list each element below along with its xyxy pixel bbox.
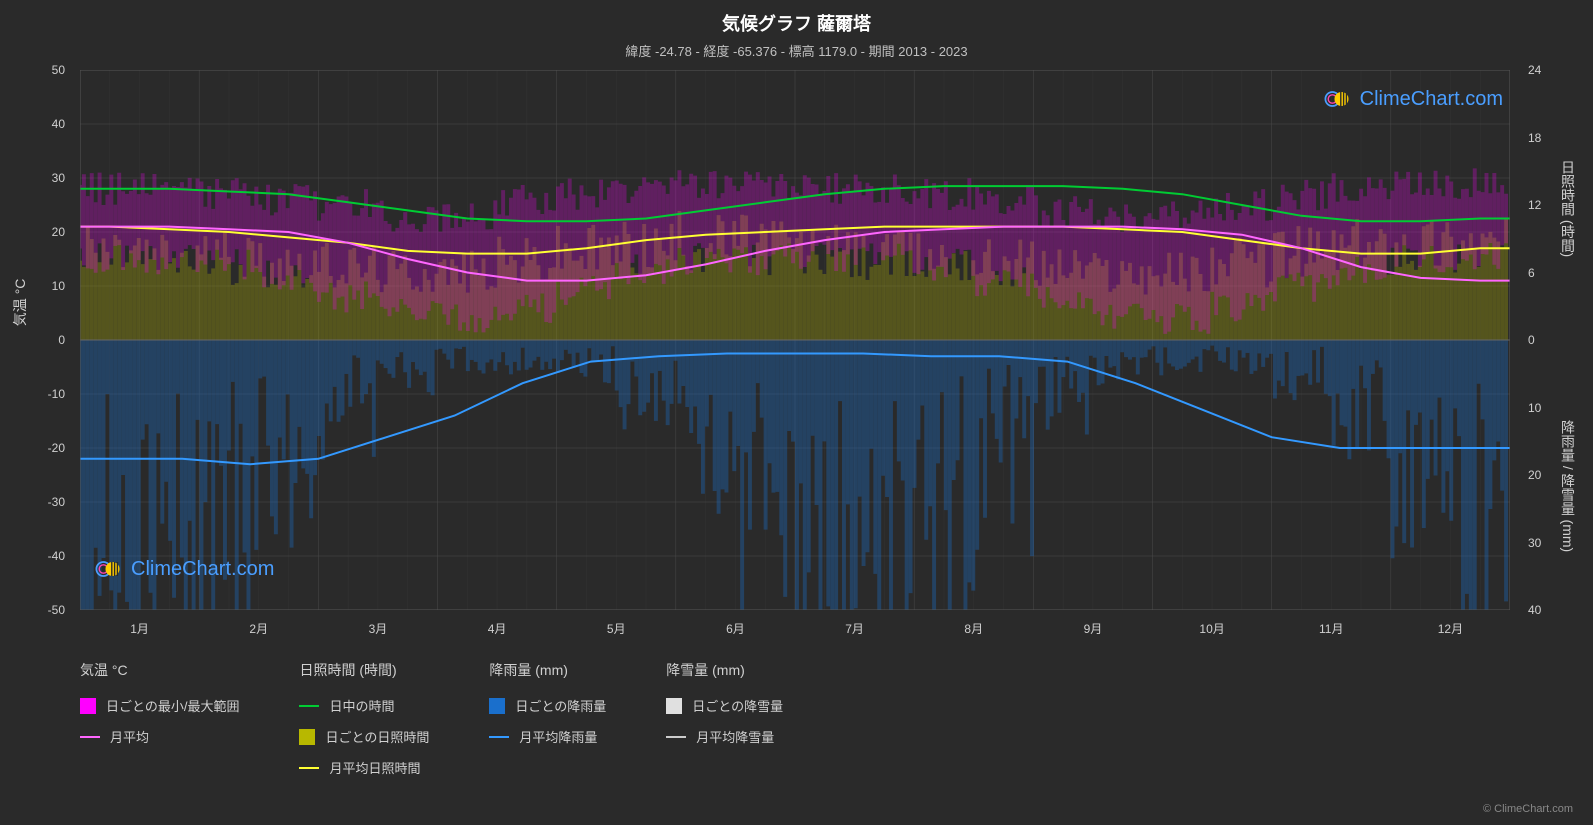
y-axis-left: -50-40-30-20-1001020304050 (0, 70, 75, 610)
x-tick: 3月 (369, 620, 388, 637)
legend-label: 日中の時間 (329, 696, 394, 715)
y-tick-right: 12 (1528, 198, 1541, 212)
y-tick-left: 20 (52, 225, 65, 239)
legend-item: 月平均日照時間 (299, 758, 429, 777)
legend-group-title: 日照時間 (時間) (299, 660, 429, 680)
y-tick-left: 50 (52, 63, 65, 77)
legend-group: 気温 °C 日ごとの最小/最大範囲月平均 (80, 660, 239, 777)
y-tick-right: 18 (1528, 131, 1541, 145)
chart-subtitle: 緯度 -24.78 - 経度 -65.376 - 標高 1179.0 - 期間 … (0, 36, 1593, 60)
watermark-text: ClimeChart.com (1360, 88, 1503, 111)
watermark-text: ClimeChart.com (131, 558, 274, 581)
y-tick-left: 30 (52, 171, 65, 185)
legend-item: 日ごとの降雨量 (489, 696, 606, 715)
legend-label: 月平均 (110, 727, 149, 746)
y-tick-left: -40 (48, 549, 65, 563)
legend-swatch (299, 729, 315, 745)
x-tick: 8月 (964, 620, 983, 637)
x-tick: 11月 (1319, 620, 1343, 637)
legend-line (489, 736, 509, 738)
climechart-logo-icon (95, 555, 123, 583)
legend-label: 月平均日照時間 (329, 758, 420, 777)
legend-item: 日ごとの降雪量 (666, 696, 783, 715)
legend-swatch (80, 698, 96, 714)
legend-line (666, 736, 686, 738)
x-tick: 9月 (1084, 620, 1103, 637)
legend-line (299, 767, 319, 769)
x-tick: 7月 (845, 620, 864, 637)
y-tick-left: 10 (52, 279, 65, 293)
legend-label: 日ごとの降雨量 (515, 696, 606, 715)
legend: 気温 °C 日ごとの最小/最大範囲月平均 日照時間 (時間) 日中の時間日ごとの日照時… (80, 660, 1510, 777)
y-tick-right: 20 (1528, 468, 1541, 482)
legend-item: 月平均降雪量 (666, 727, 783, 746)
y-tick-left: -20 (48, 441, 65, 455)
y-tick-right: 0 (1528, 333, 1535, 347)
legend-group-title: 気温 °C (80, 660, 239, 680)
y-tick-right: 10 (1528, 401, 1541, 415)
x-tick: 12月 (1438, 620, 1463, 637)
plot-svg (80, 70, 1510, 610)
legend-swatch (666, 698, 682, 714)
x-tick: 10月 (1199, 620, 1224, 637)
legend-line (80, 736, 100, 738)
y-tick-right: 6 (1528, 266, 1535, 280)
copyright: © ClimeChart.com (1483, 803, 1573, 815)
legend-item: 日中の時間 (299, 696, 429, 715)
x-tick: 1月 (130, 620, 149, 637)
x-tick: 4月 (488, 620, 507, 637)
watermark-bottom: ClimeChart.com (95, 555, 274, 583)
climate-chart-container: 気候グラフ 薩爾塔 緯度 -24.78 - 経度 -65.376 - 標高 11… (0, 0, 1593, 825)
x-axis: 1月 2月 3月 4月 5月 6月 7月 8月 9月 10月 11月 12月 (80, 615, 1510, 645)
legend-label: 月平均降雨量 (519, 727, 597, 746)
x-tick: 5月 (607, 620, 626, 637)
legend-group: 日照時間 (時間) 日中の時間日ごとの日照時間月平均日照時間 (299, 660, 429, 777)
y-axis-right: 0612182410203040 (1518, 70, 1593, 610)
legend-group: 降雨量 (mm) 日ごとの降雨量月平均降雨量 (489, 660, 606, 777)
plot-area (80, 70, 1510, 610)
legend-item: 月平均 (80, 727, 239, 746)
legend-item: 月平均降雨量 (489, 727, 606, 746)
y-tick-left: -10 (48, 387, 65, 401)
y-tick-right: 24 (1528, 63, 1541, 77)
legend-group-title: 降雪量 (mm) (666, 660, 783, 680)
legend-group: 降雪量 (mm) 日ごとの降雪量月平均降雪量 (666, 660, 783, 777)
y-tick-left: -50 (48, 603, 65, 617)
watermark-top: ClimeChart.com (1324, 85, 1503, 113)
legend-label: 日ごとの最小/最大範囲 (106, 696, 239, 715)
x-tick: 2月 (249, 620, 268, 637)
legend-label: 日ごとの日照時間 (325, 727, 429, 746)
legend-label: 日ごとの降雪量 (692, 696, 783, 715)
legend-group-title: 降雨量 (mm) (489, 660, 606, 680)
y-tick-left: -30 (48, 495, 65, 509)
y-tick-left: 0 (58, 333, 65, 347)
x-tick: 6月 (726, 620, 745, 637)
climechart-logo-icon (1324, 85, 1352, 113)
legend-item: 日ごとの日照時間 (299, 727, 429, 746)
y-tick-right: 30 (1528, 536, 1541, 550)
y-tick-left: 40 (52, 117, 65, 131)
y-tick-right: 40 (1528, 603, 1541, 617)
legend-item: 日ごとの最小/最大範囲 (80, 696, 239, 715)
legend-label: 月平均降雪量 (696, 727, 774, 746)
chart-title: 気候グラフ 薩爾塔 (0, 0, 1593, 36)
legend-swatch (489, 698, 505, 714)
legend-line (299, 705, 319, 707)
